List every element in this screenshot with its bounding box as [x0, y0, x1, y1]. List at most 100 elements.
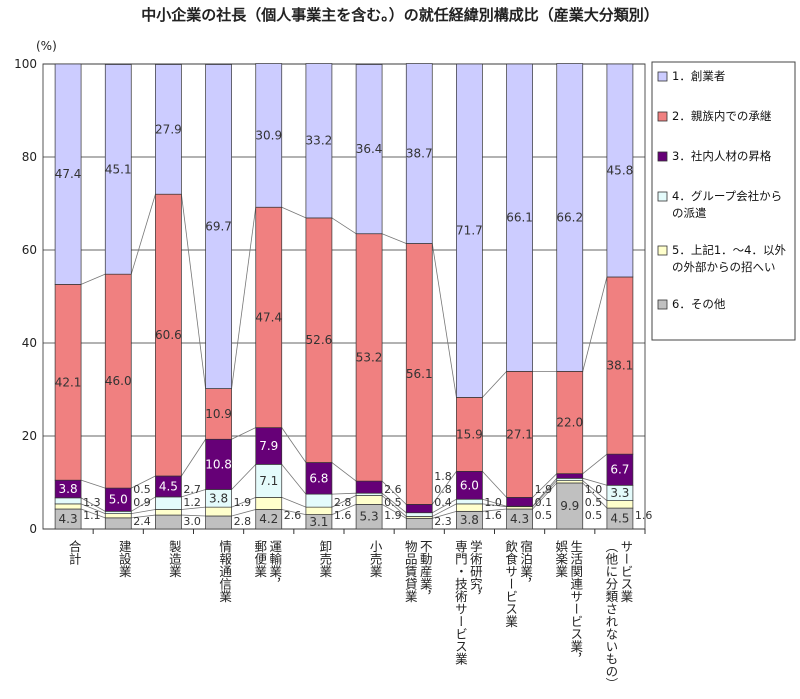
- bar-segment: [456, 498, 483, 505]
- data-label: 53.2: [356, 350, 383, 364]
- connector-line: [431, 471, 457, 505]
- legend-swatch: [657, 191, 668, 202]
- bar-segment: [155, 64, 182, 195]
- data-label: 56.1: [406, 367, 433, 381]
- data-label: 30.9: [255, 128, 282, 142]
- connector-line: [482, 471, 507, 498]
- data-label: 15.9: [456, 427, 483, 441]
- category-label: 物品賃貸業: [403, 540, 418, 603]
- data-label: 0.5: [585, 509, 603, 522]
- connector-line: [582, 482, 608, 509]
- data-label: 71.7: [456, 224, 483, 238]
- connector-line: [181, 506, 206, 510]
- bar-segment: [104, 64, 132, 275]
- data-label: 0.4: [434, 496, 452, 509]
- connector-line: [582, 276, 608, 372]
- data-label: 6.7: [610, 463, 629, 477]
- data-label: 0.9: [133, 496, 151, 509]
- category-label: 郵便業: [252, 540, 267, 578]
- connector-line: [582, 477, 608, 486]
- category-label: （他に分類されないもの）: [603, 540, 618, 690]
- bar-segment: [205, 388, 232, 440]
- data-label: 0.5: [384, 496, 402, 509]
- data-label: 1.3: [83, 496, 101, 509]
- connector-line: [331, 217, 357, 235]
- data-label: 0.8: [434, 483, 452, 496]
- bar-segment: [255, 427, 283, 465]
- connector-line: [532, 480, 558, 507]
- connector-line: [80, 273, 106, 285]
- legend-swatch: [657, 111, 668, 122]
- bar-segment: [355, 495, 383, 505]
- data-label: 2.8: [334, 496, 352, 509]
- connector-line: [432, 498, 457, 514]
- legend-label: 4．グループ会社から: [672, 189, 782, 203]
- connector-line: [381, 495, 407, 517]
- connector-line: [131, 509, 156, 515]
- data-label: 27.1: [506, 427, 533, 441]
- legend-label: 6．その他: [672, 297, 726, 311]
- chart-title: 中小企業の社長（個人事業主を含む。）の就任経緯別構成比（産業大分類別）: [141, 6, 659, 24]
- bar-segment: [355, 480, 383, 494]
- data-label: 7.9: [259, 439, 278, 453]
- legend-swatch: [657, 299, 668, 310]
- bar-segment: [205, 506, 232, 517]
- connector-line: [131, 496, 156, 512]
- y-axis-unit: (%): [36, 39, 57, 53]
- bar-segment: [155, 193, 182, 477]
- category-label: 製造業: [167, 540, 182, 578]
- data-label: 33.2: [306, 134, 333, 148]
- connector-line: [231, 427, 256, 440]
- data-label: 66.1: [506, 211, 533, 225]
- connector-line: [381, 504, 407, 519]
- bar-segment: [606, 276, 634, 455]
- bar-segment: [405, 517, 433, 530]
- connector-line: [80, 497, 106, 512]
- bar-segment: [305, 506, 333, 515]
- connector-line: [532, 478, 558, 507]
- data-label: 46.0: [105, 374, 132, 388]
- legend-swatch: [657, 245, 668, 256]
- category-label: 生活関連サービス業，: [568, 540, 583, 665]
- data-label: 38.7: [406, 147, 433, 161]
- connector-line: [381, 233, 407, 244]
- category-label: 学術研究，: [468, 539, 483, 603]
- data-label: 2.8: [234, 515, 252, 528]
- legend-label: 5．上記1．～4．以外: [672, 243, 786, 257]
- connector-line: [381, 492, 407, 514]
- data-label: 2.6: [384, 483, 402, 496]
- category-label: 専門・技術サービス業: [453, 540, 468, 665]
- bar-segment: [556, 371, 584, 475]
- connector-line: [432, 510, 457, 519]
- data-label: 1.1: [83, 509, 101, 522]
- category-label: サービス業: [618, 540, 633, 603]
- connector-line: [231, 509, 256, 517]
- data-label: 5.3: [360, 510, 379, 524]
- data-label: 4.2: [259, 512, 278, 526]
- legend-swatch: [657, 151, 668, 162]
- bar-segment: [606, 63, 634, 278]
- category-label: 飲食サービス業: [503, 539, 518, 628]
- bar-segment: [104, 513, 132, 519]
- category-label: 情報通信業: [217, 540, 232, 603]
- connector-line: [331, 503, 357, 515]
- data-label: 38.1: [607, 359, 634, 373]
- bar-segment: [54, 503, 82, 510]
- category-label: 運輸業，: [267, 540, 282, 590]
- bar-segment: [405, 504, 433, 514]
- bar-segment: [255, 63, 283, 208]
- connector-line: [381, 480, 407, 505]
- data-label: 47.4: [255, 310, 282, 324]
- bar-segment: [155, 496, 182, 510]
- data-label: 45.8: [607, 163, 634, 177]
- connector-line: [281, 464, 307, 495]
- y-tick-label: 100: [14, 57, 37, 71]
- bar-segment: [405, 243, 433, 505]
- data-label: 1.6: [484, 509, 502, 522]
- bar-segment: [456, 503, 483, 512]
- bar-segment: [305, 63, 333, 219]
- bar-segment: [205, 438, 232, 490]
- y-tick-label: 60: [22, 243, 37, 257]
- connector-line: [482, 503, 507, 508]
